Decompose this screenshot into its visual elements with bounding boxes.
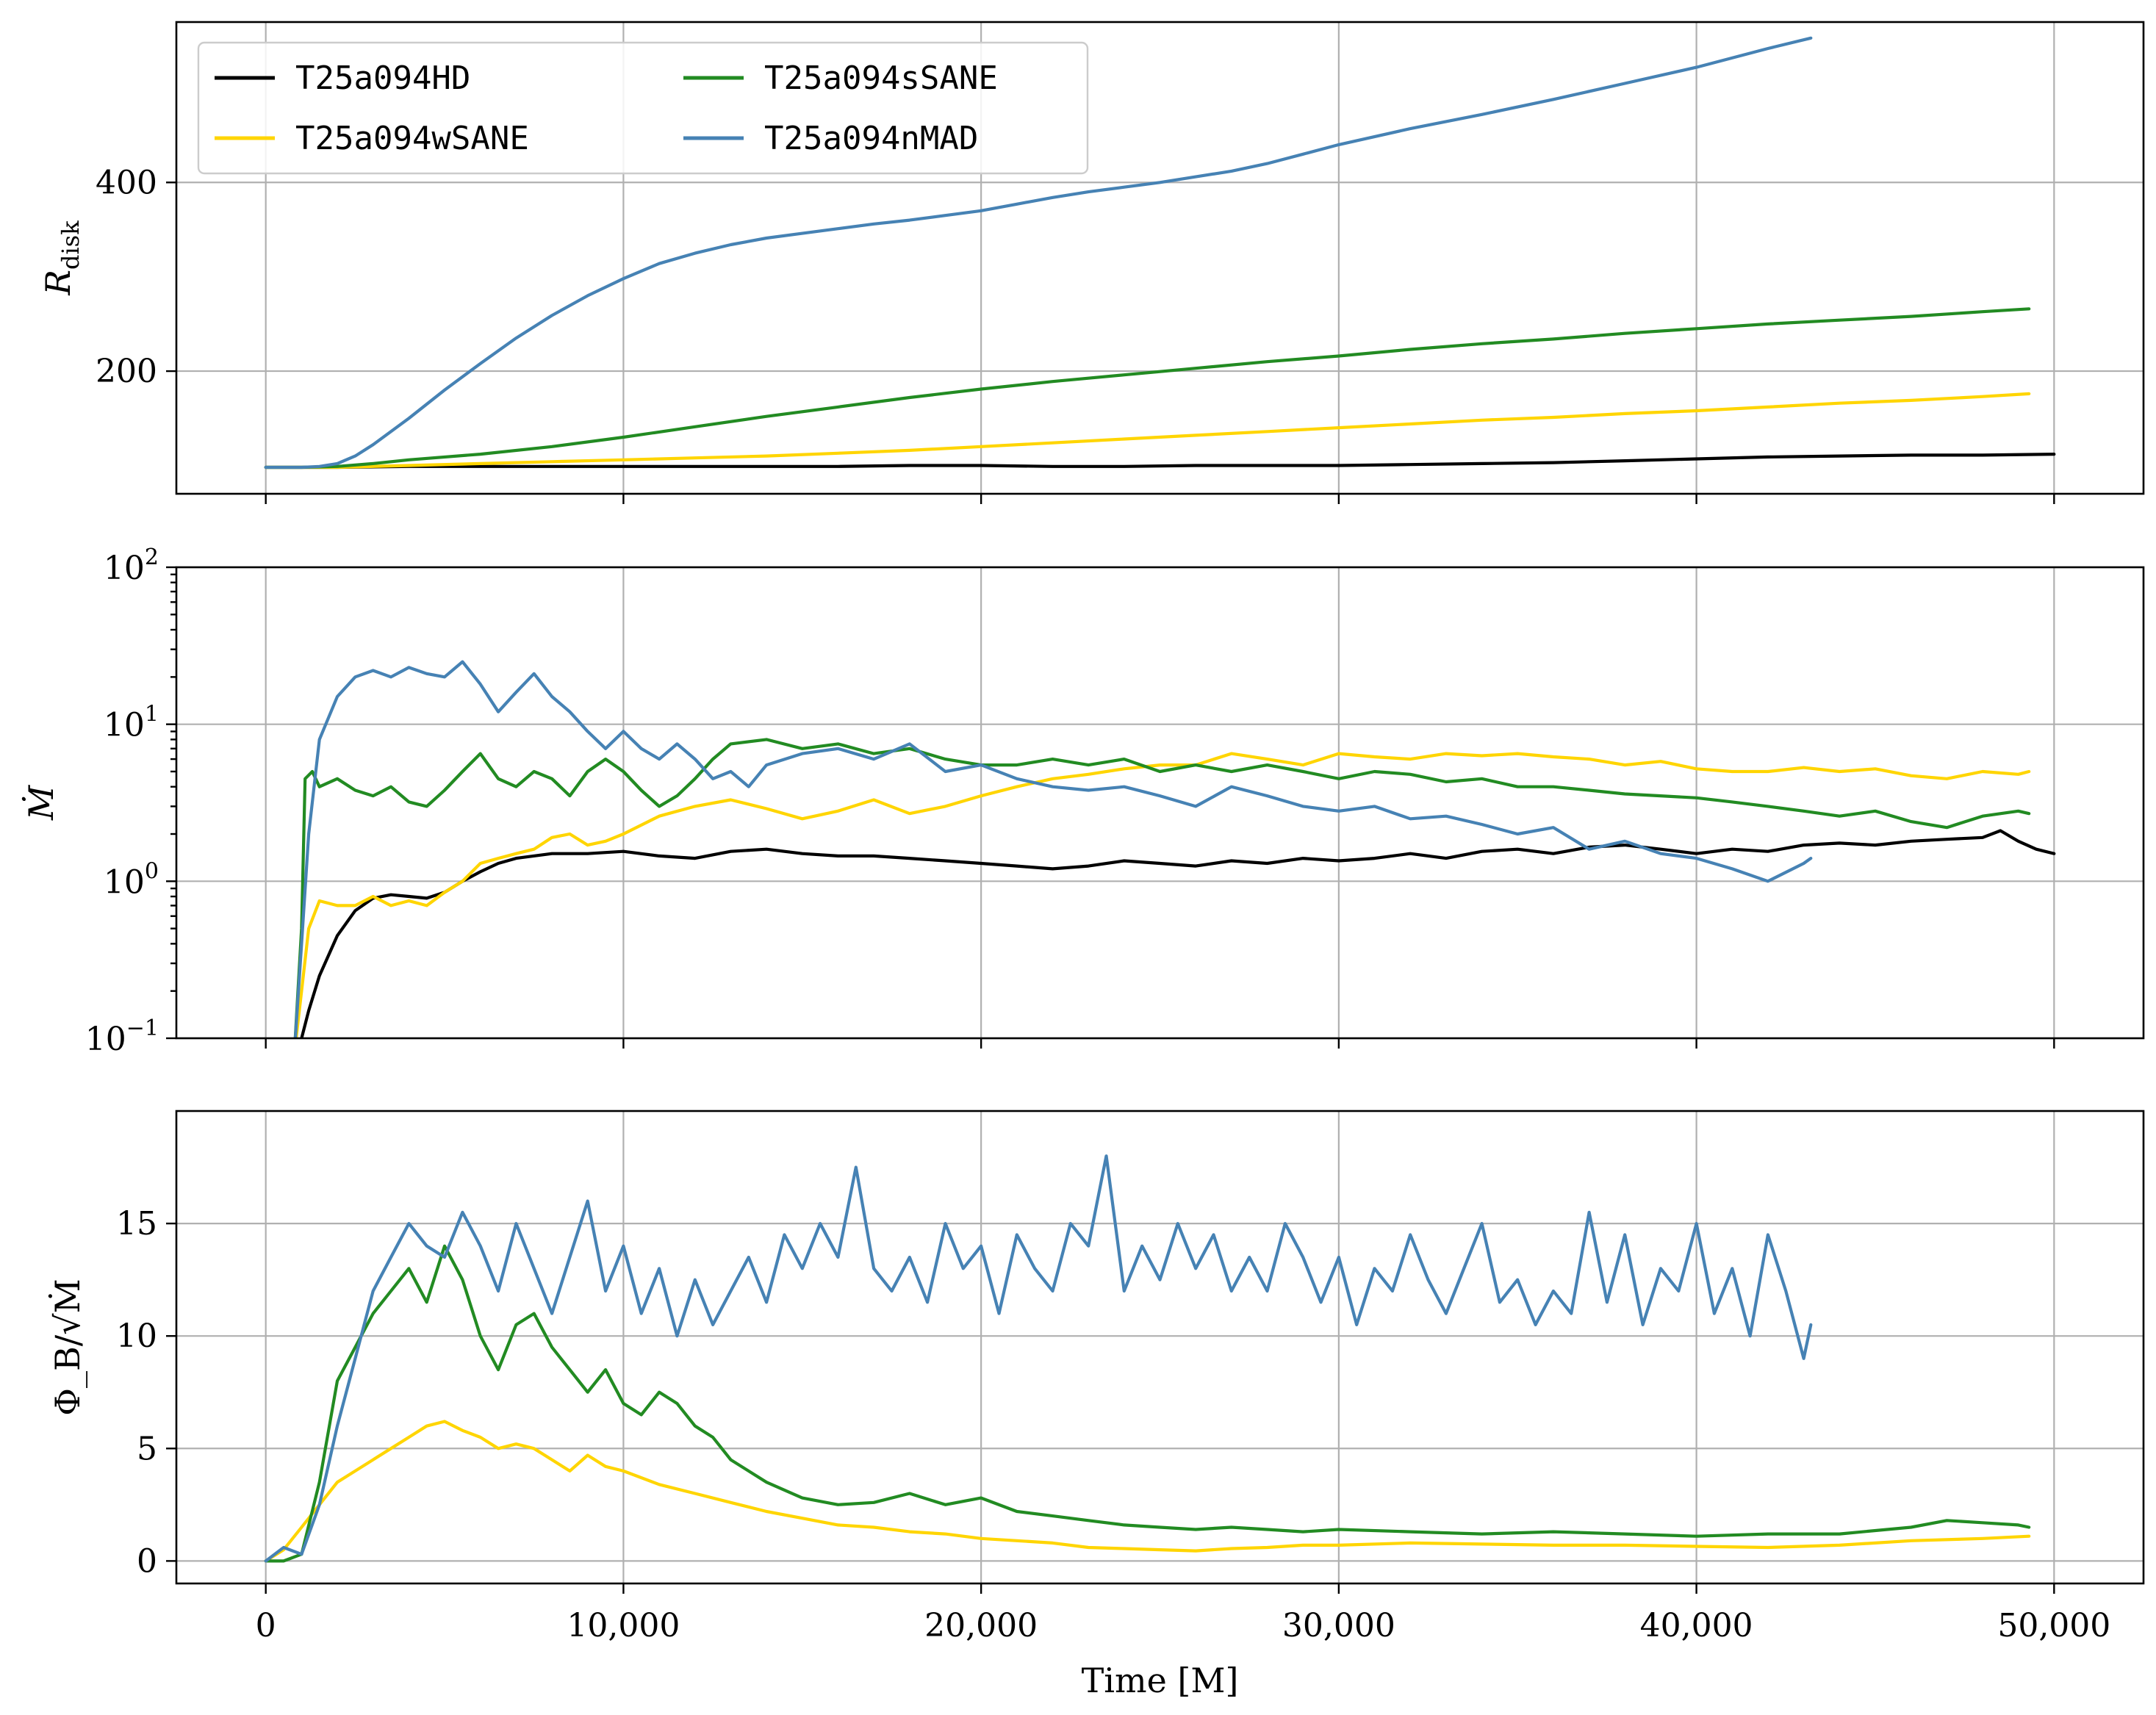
series-line-T25a094wSANE xyxy=(264,1420,2031,1563)
y-axis-title: Rdisk xyxy=(38,220,85,296)
series-line-T25a094HD xyxy=(264,453,2056,470)
x-tick-label: 50,000 xyxy=(1997,1607,2110,1644)
x-tick-label: 30,000 xyxy=(1282,1607,1395,1644)
y-tick-label: 0 xyxy=(137,1542,157,1580)
panel-bottom-flux: 0 10,000 20,000 30,000 40,000 50,000 0 5 10 15 Φ_B… xyxy=(47,1110,2145,1700)
y-tick-label: 101 xyxy=(104,702,159,744)
x-tick-label: 10,000 xyxy=(567,1607,680,1644)
x-tick-label: 20,000 xyxy=(924,1607,1038,1644)
series-line-T25a094nMAD xyxy=(293,660,1813,1038)
y-tick-label: 102 xyxy=(104,544,159,587)
y-tick-label: 200 xyxy=(96,353,157,390)
legend-label: T25a094wSANE xyxy=(295,120,529,157)
axes-frame xyxy=(175,1110,2145,1585)
legend: T25a094HD T25a094wSANE T25a094sSANE T25a094… xyxy=(197,41,1089,175)
series-line-T25a094sSANE xyxy=(264,307,2031,470)
x-axis-title: Time [M] xyxy=(1082,1661,1239,1700)
panel-top-rdisk: 200 400 Rdisk xyxy=(38,21,2145,504)
series-line-T25a094nMAD xyxy=(264,36,1813,470)
series-line-T25a094nMAD xyxy=(264,1154,1813,1563)
axes-frame xyxy=(175,566,2145,1040)
series-line-T25a094sSANE xyxy=(293,738,2031,1038)
legend-label: T25a094sSANE xyxy=(764,60,998,97)
axes-frame xyxy=(175,21,2145,495)
panel-middle-mdot: 10−1 100 101 102 Ṁ xyxy=(21,544,2145,1058)
legend-box xyxy=(197,41,1089,175)
y-tick-label: 10−1 xyxy=(85,1015,159,1058)
y-tick-label: 15 xyxy=(116,1205,157,1243)
y-axis-title: Φ_B/√Ṁ xyxy=(47,1279,87,1415)
x-tick-label: 0 xyxy=(256,1607,276,1644)
y-tick-label: 100 xyxy=(104,858,159,901)
y-tick-label: 5 xyxy=(137,1430,157,1467)
x-tick-label: 40,000 xyxy=(1640,1607,1753,1644)
y-tick-label: 400 xyxy=(96,164,157,201)
legend-label: T25a094nMAD xyxy=(764,120,978,157)
legend-label: T25a094HD xyxy=(295,60,470,97)
y-tick-label: 10 xyxy=(116,1317,157,1355)
series-line-T25a094wSANE xyxy=(264,392,2031,470)
y-axis-title: Ṁ xyxy=(21,784,61,821)
series-line-T25a094HD xyxy=(300,829,2056,1038)
series-line-T25a094wSANE xyxy=(294,752,2031,1038)
series-line-T25a094sSANE xyxy=(264,1244,2031,1563)
